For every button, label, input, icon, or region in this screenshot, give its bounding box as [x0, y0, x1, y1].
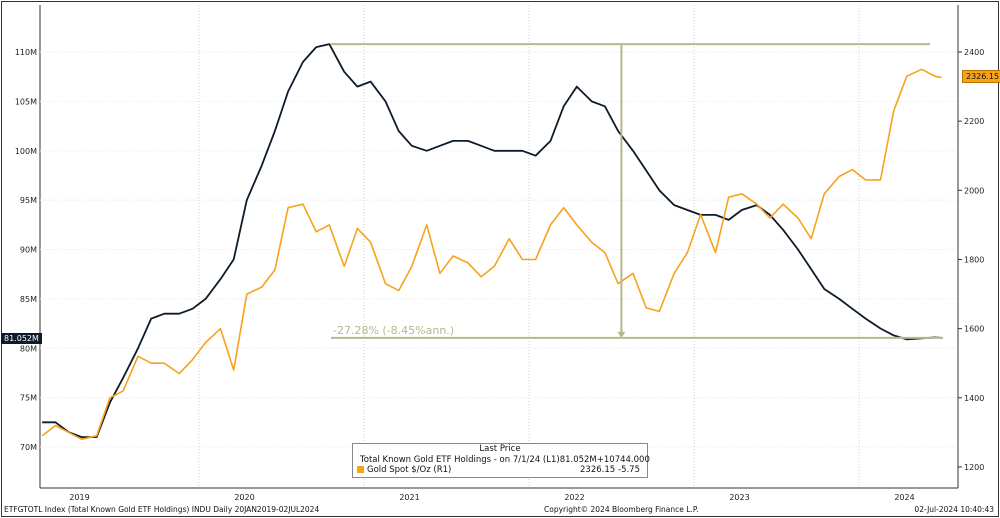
legend-name: Total Known Gold ETF Holdings - on 7/1/2…: [360, 455, 560, 465]
annotation-label: -27.28% (-8.45%ann.): [333, 324, 454, 337]
x-tick-label: 2021: [399, 493, 419, 502]
legend-row-gold: Gold Spot $/Oz (R1) 2326.15 -5.75: [353, 465, 647, 475]
right-tick-label: 2000: [964, 186, 984, 195]
left-tick-label: 95M: [20, 196, 37, 205]
x-tick-label: 2019: [69, 493, 89, 502]
left-tick-label: 110M: [15, 48, 37, 57]
left-tick-label: 100M: [15, 147, 37, 156]
right-tick-label: 1600: [964, 325, 984, 334]
x-tick-label: 2023: [729, 493, 749, 502]
left-tick-label: 70M: [20, 443, 37, 452]
footer-copyright: Copyright© 2024 Bloomberg Finance L.P.: [544, 505, 699, 514]
left-tick-label: 90M: [20, 246, 37, 255]
right-tick-label: 1200: [964, 463, 984, 472]
x-tick-label: 2020: [234, 493, 254, 502]
footer-timestamp: 02-Jul-2024 10:40:43: [914, 505, 994, 514]
legend: Last Price Total Known Gold ETF Holdings…: [352, 443, 650, 478]
x-tick-label: 2024: [894, 493, 914, 502]
legend-change: +10744.000: [596, 455, 650, 465]
right-last-value-tag: 2326.15: [962, 70, 1000, 83]
legend-last: 81.052M: [559, 455, 597, 465]
annotation-arrowhead: [617, 331, 626, 338]
right-tick-label: 1400: [964, 394, 984, 403]
legend-swatch-gold: [357, 466, 364, 473]
left-tick-label: 105M: [15, 97, 37, 106]
legend-change: -5.75: [618, 465, 640, 475]
left-tick-label: 85M: [20, 295, 37, 304]
legend-last: 2326.15: [580, 465, 616, 475]
left-last-value-tag: 81.052M: [1, 333, 42, 344]
legend-name: Gold Spot $/Oz (R1): [367, 465, 452, 475]
left-tick-label: 75M: [20, 394, 37, 403]
left-tick-label: 80M: [20, 344, 37, 353]
gold-spot-line: [41, 68, 942, 441]
right-tick-label: 2400: [964, 48, 984, 57]
legend-header: Last Price: [479, 444, 521, 454]
right-tick-label: 2200: [964, 117, 984, 126]
etf-holdings-line: [42, 43, 942, 439]
right-tick-label: 1800: [964, 255, 984, 264]
legend-row-etf: Total Known Gold ETF Holdings - on 7/1/2…: [353, 455, 650, 465]
x-tick-label: 2022: [564, 493, 584, 502]
footer-security: ETFGTOTL Index (Total Known Gold ETF Hol…: [4, 505, 320, 514]
